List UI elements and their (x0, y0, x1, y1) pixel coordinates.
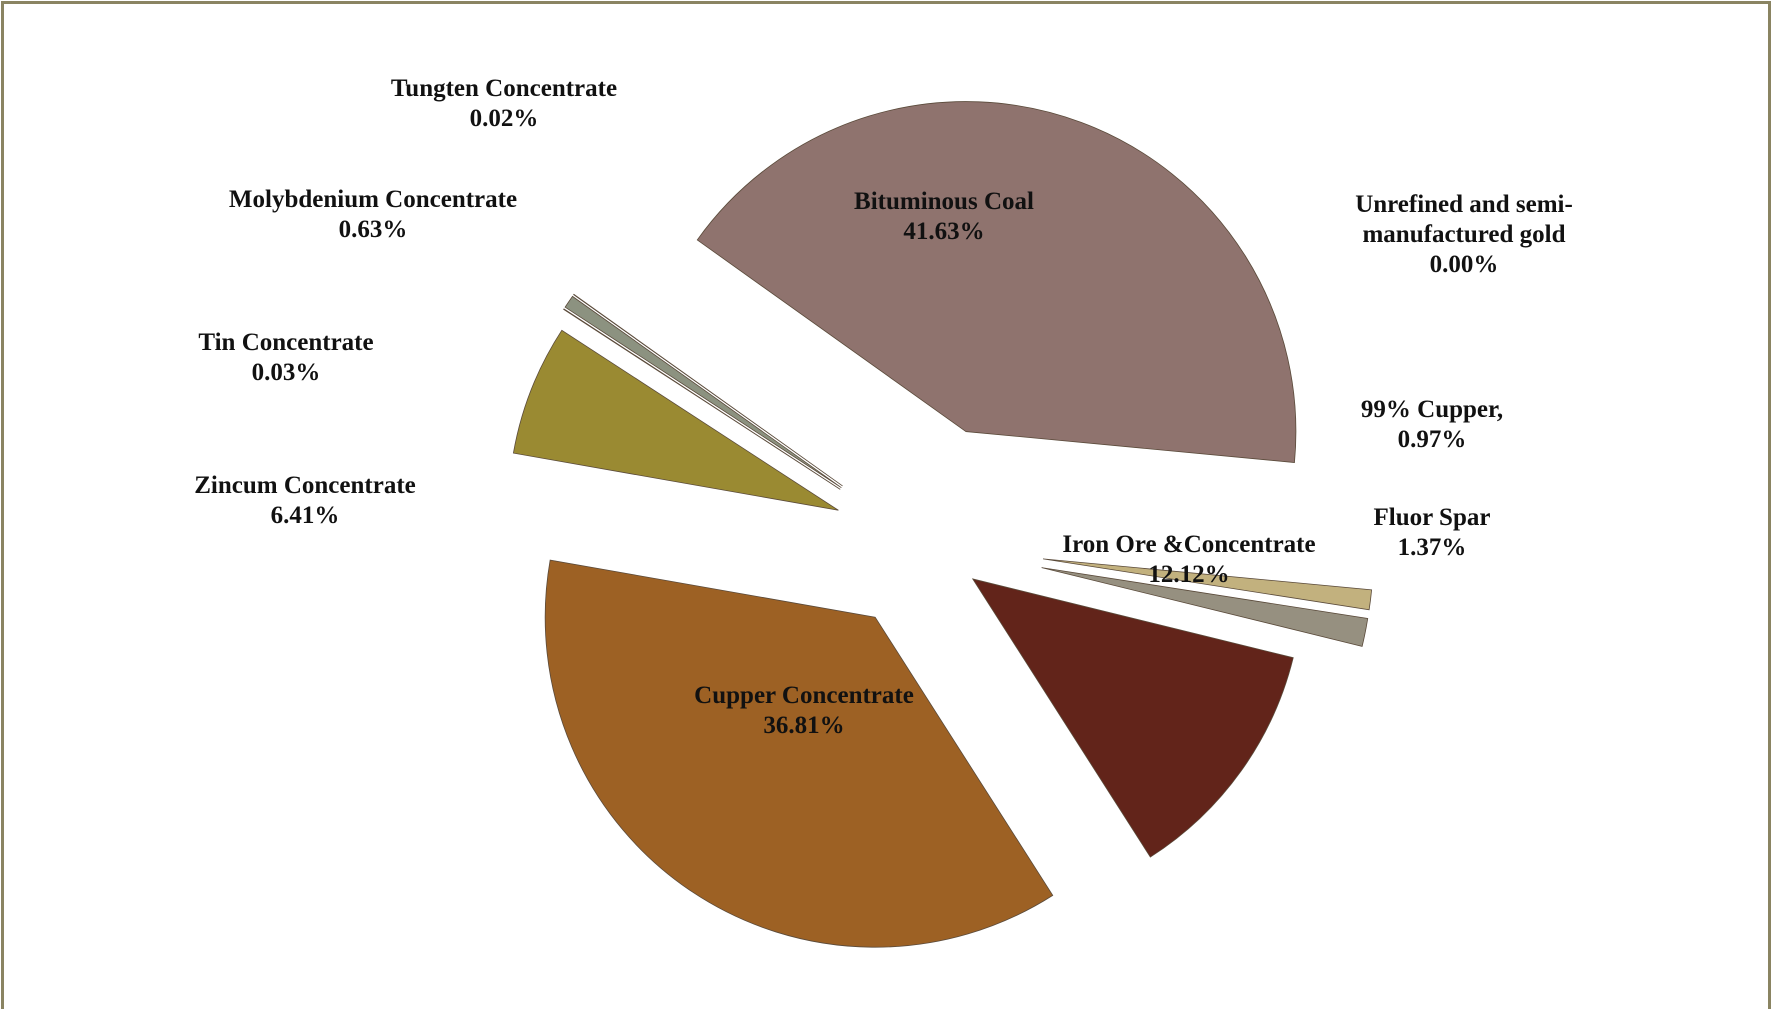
label-value: 0.97% (1398, 426, 1467, 453)
pie-slices (512, 101, 1373, 948)
label-name: Bituminous Coal (854, 188, 1034, 215)
slice-cupper-concentrate (544, 559, 1054, 948)
pie-labels: Bituminous Coal 41.63% Unrefined and semi-… (194, 75, 1573, 739)
label-tungten-concentrate: Tungten Concentrate 0.02% (391, 75, 617, 132)
label-name: Zincum Concentrate (194, 472, 416, 499)
label-name: 99% Cupper, (1361, 396, 1503, 423)
slice-fluor-spar (1041, 567, 1369, 647)
label-name: manufactured gold (1362, 221, 1565, 248)
label-value: 0.00% (1430, 251, 1499, 278)
label-value: 0.03% (252, 359, 321, 386)
label-tin-concentrate: Tin Concentrate 0.03% (198, 329, 373, 386)
slice-tungten-concentrate (573, 293, 843, 487)
label-value: 6.41% (271, 502, 340, 529)
label-value: 36.81% (763, 712, 844, 739)
label-value: 12.12% (1148, 561, 1229, 588)
label-name: Tungten Concentrate (391, 75, 617, 102)
label-name: Molybdenium Concentrate (229, 186, 517, 213)
slice-bituminous-coal (696, 101, 1297, 463)
slice-molybdenium-concentrate (564, 295, 842, 488)
label-unrefined-and-semi-manufactured-gold: Unrefined and semi-manufactured gold 0.00… (1355, 191, 1573, 278)
slice-tin-concentrate (563, 308, 841, 490)
label-zincum-concentrate: Zincum Concentrate 6.41% (194, 472, 416, 529)
label-name: Fluor Spar (1374, 504, 1491, 531)
label-name: Iron Ore &Concentrate (1062, 531, 1315, 558)
label-fluor-spar: Fluor Spar 1.37% (1374, 504, 1491, 561)
label-99-cupper: 99% Cupper, 0.97% (1361, 396, 1503, 453)
slice-iron-ore-concentrate (971, 578, 1294, 858)
label-name: Tin Concentrate (198, 329, 373, 356)
label-value: 0.02% (470, 105, 539, 132)
label-cupper-concentrate: Cupper Concentrate 36.81% (694, 682, 914, 739)
label-molybdenium-concentrate: Molybdenium Concentrate 0.63% (229, 186, 517, 243)
label-bituminous-coal: Bituminous Coal 41.63% (854, 188, 1034, 245)
slice-99-cupper (1043, 558, 1373, 611)
label-value: 1.37% (1398, 534, 1467, 561)
label-value: 0.63% (339, 216, 408, 243)
label-value: 41.63% (903, 218, 984, 245)
slice-zincum-concentrate (512, 329, 839, 511)
label-name: Cupper Concentrate (694, 682, 914, 709)
pie-chart: Bituminous Coal 41.63% Unrefined and semi-… (194, 75, 1573, 948)
label-name: Unrefined and semi- (1355, 191, 1573, 218)
label-iron-ore-concentrate: Iron Ore &Concentrate 12.12% (1062, 531, 1315, 588)
